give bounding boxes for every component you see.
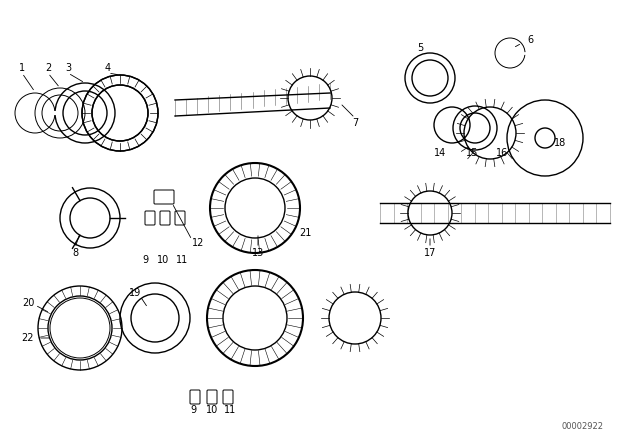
Text: 00002922: 00002922 — [561, 422, 603, 431]
Text: 12: 12 — [192, 238, 204, 248]
Text: 7: 7 — [352, 118, 358, 128]
Text: 11: 11 — [176, 255, 188, 265]
Text: 14: 14 — [434, 148, 446, 158]
Text: 19: 19 — [129, 288, 141, 298]
Text: 3: 3 — [65, 63, 71, 73]
Text: 18: 18 — [554, 138, 566, 148]
Text: 21: 21 — [299, 228, 311, 238]
Text: 8: 8 — [72, 248, 78, 258]
Text: 2: 2 — [45, 63, 51, 73]
Text: 22: 22 — [22, 333, 35, 343]
Text: 9: 9 — [190, 405, 196, 415]
Text: 5: 5 — [417, 43, 423, 53]
Text: 4: 4 — [105, 63, 111, 73]
Text: 13: 13 — [252, 248, 264, 258]
Text: 20: 20 — [22, 298, 34, 308]
Text: 10: 10 — [157, 255, 169, 265]
Text: 1: 1 — [19, 63, 25, 73]
Text: 17: 17 — [424, 248, 436, 258]
Text: 15: 15 — [466, 148, 478, 158]
Text: 6: 6 — [527, 35, 533, 45]
Text: 16: 16 — [496, 148, 508, 158]
Text: 11: 11 — [224, 405, 236, 415]
Text: 10: 10 — [206, 405, 218, 415]
Text: 9: 9 — [142, 255, 148, 265]
